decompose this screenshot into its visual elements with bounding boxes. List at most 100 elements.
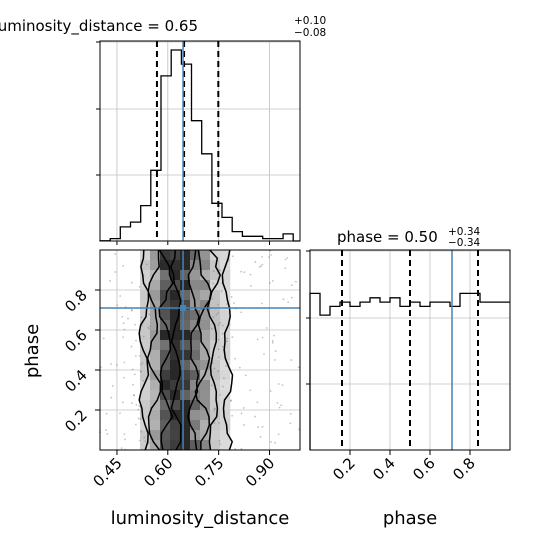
scatter-point bbox=[238, 366, 241, 369]
scatter-point bbox=[105, 412, 108, 415]
density-cell bbox=[220, 410, 231, 421]
scatter-point bbox=[212, 316, 215, 318]
density-cell bbox=[150, 380, 161, 391]
scatter-point bbox=[139, 418, 142, 421]
density-cell bbox=[210, 370, 221, 381]
scatter-point bbox=[217, 303, 219, 306]
scatter-point bbox=[249, 273, 252, 276]
density-cell bbox=[170, 310, 181, 321]
contour-line bbox=[187, 249, 200, 451]
tick-label-phase-x: 0.2 bbox=[329, 454, 359, 484]
density-cell bbox=[170, 300, 181, 311]
density-cell bbox=[160, 440, 171, 451]
scatter-point bbox=[213, 407, 216, 410]
scatter-point bbox=[213, 409, 216, 412]
scatter-point bbox=[140, 316, 143, 319]
scatter-point bbox=[290, 284, 293, 287]
density-cell bbox=[220, 300, 231, 311]
density-cell bbox=[160, 310, 171, 321]
density-cell bbox=[150, 420, 161, 431]
density-cell bbox=[180, 340, 191, 351]
density-cell bbox=[160, 270, 171, 281]
scatter-point bbox=[219, 393, 221, 396]
scatter-point bbox=[217, 370, 219, 372]
scatter-point bbox=[138, 355, 141, 357]
scatter-point bbox=[230, 399, 232, 402]
tick-label-phase-x: 0.4 bbox=[369, 454, 399, 484]
scatter-point bbox=[215, 313, 218, 316]
density-cell bbox=[210, 270, 221, 281]
density-cell bbox=[140, 370, 151, 381]
scatter-point bbox=[217, 422, 220, 424]
scatter-point bbox=[132, 394, 135, 396]
scatter-point bbox=[290, 359, 293, 361]
scatter-point bbox=[140, 370, 143, 373]
density-cell bbox=[200, 440, 211, 451]
truth-marker bbox=[180, 305, 187, 311]
scatter-point bbox=[231, 414, 234, 417]
scatter-point bbox=[259, 436, 262, 438]
panel-bg-0 bbox=[100, 41, 300, 241]
scatter-point bbox=[102, 337, 105, 340]
density-cell bbox=[170, 260, 181, 271]
scatter-point bbox=[263, 353, 265, 355]
density-cell bbox=[160, 390, 171, 401]
density-cell bbox=[140, 270, 151, 281]
scatter-point bbox=[105, 429, 107, 431]
scatter-point bbox=[274, 441, 276, 444]
density-cell bbox=[210, 310, 221, 321]
density-cell bbox=[150, 390, 161, 401]
scatter-point bbox=[271, 339, 274, 342]
density-cell bbox=[220, 310, 231, 321]
scatter-point bbox=[217, 312, 220, 314]
scatter-point bbox=[276, 401, 279, 404]
scatter-point bbox=[281, 384, 284, 386]
density-cell bbox=[180, 430, 191, 441]
density-cell bbox=[170, 340, 181, 351]
scatter-point bbox=[219, 443, 221, 445]
scatter-point bbox=[138, 439, 141, 442]
scatter-point bbox=[140, 363, 142, 366]
scatter-point bbox=[217, 323, 220, 326]
density-cell bbox=[170, 380, 181, 391]
scatter-point bbox=[270, 440, 272, 443]
scatter-point bbox=[147, 326, 150, 329]
density-cell bbox=[170, 440, 181, 451]
x-axis-label-luminosity-distance: luminosity_distance bbox=[111, 508, 290, 529]
density-cell bbox=[220, 290, 231, 301]
density-cell bbox=[190, 310, 201, 321]
scatter-point bbox=[122, 336, 125, 339]
density-cell bbox=[210, 440, 221, 451]
scatter-point bbox=[109, 279, 111, 282]
density-cell bbox=[190, 280, 201, 291]
density-cell bbox=[200, 390, 211, 401]
scatter-point bbox=[141, 362, 144, 364]
scatter-point bbox=[132, 383, 134, 386]
density-cell bbox=[200, 360, 211, 371]
scatter-point bbox=[254, 261, 257, 263]
scatter-point bbox=[121, 401, 124, 404]
density-cell bbox=[190, 440, 201, 451]
scatter-point bbox=[210, 384, 213, 387]
density-cell bbox=[140, 300, 151, 311]
tick-label-luminosity-distance: 0.60 bbox=[140, 454, 176, 490]
density-cell bbox=[200, 270, 211, 281]
scatter-point bbox=[142, 379, 145, 382]
scatter-point bbox=[138, 405, 141, 407]
density-cell bbox=[200, 320, 211, 331]
density-cell bbox=[150, 410, 161, 421]
scatter-point bbox=[258, 265, 261, 268]
axis-frames bbox=[99, 40, 511, 451]
axis-frame-0 bbox=[99, 40, 301, 242]
density-cell bbox=[140, 430, 151, 441]
scatter-point bbox=[123, 376, 125, 379]
density-cell bbox=[150, 430, 161, 441]
density-cell bbox=[170, 330, 181, 341]
density-cell bbox=[140, 310, 151, 321]
scatter-point bbox=[221, 345, 224, 348]
scatter-point bbox=[273, 334, 275, 337]
scatter-point bbox=[130, 345, 133, 348]
contour-line bbox=[146, 250, 162, 451]
density-cell bbox=[160, 380, 171, 391]
density-cell bbox=[160, 320, 171, 331]
